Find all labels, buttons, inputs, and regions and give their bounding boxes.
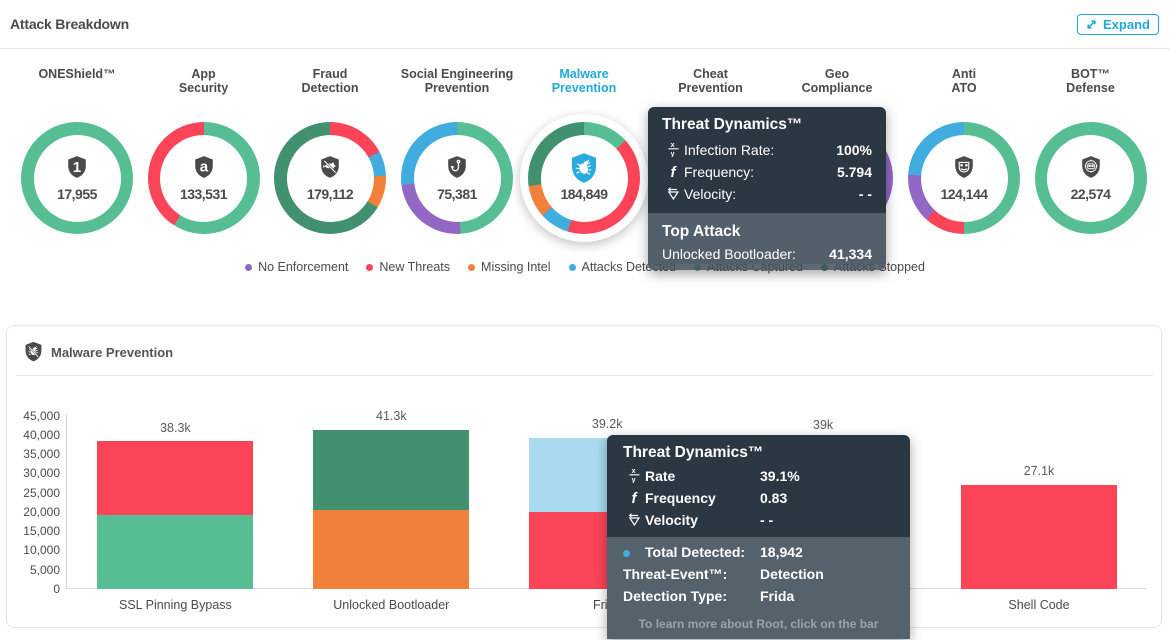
svg-text:x: x (631, 468, 635, 475)
svg-text:y: y (670, 151, 674, 157)
svg-text:a: a (199, 159, 208, 176)
svg-text:y: y (631, 477, 635, 483)
svg-text:1: 1 (73, 159, 81, 176)
svg-text:x: x (670, 142, 674, 149)
